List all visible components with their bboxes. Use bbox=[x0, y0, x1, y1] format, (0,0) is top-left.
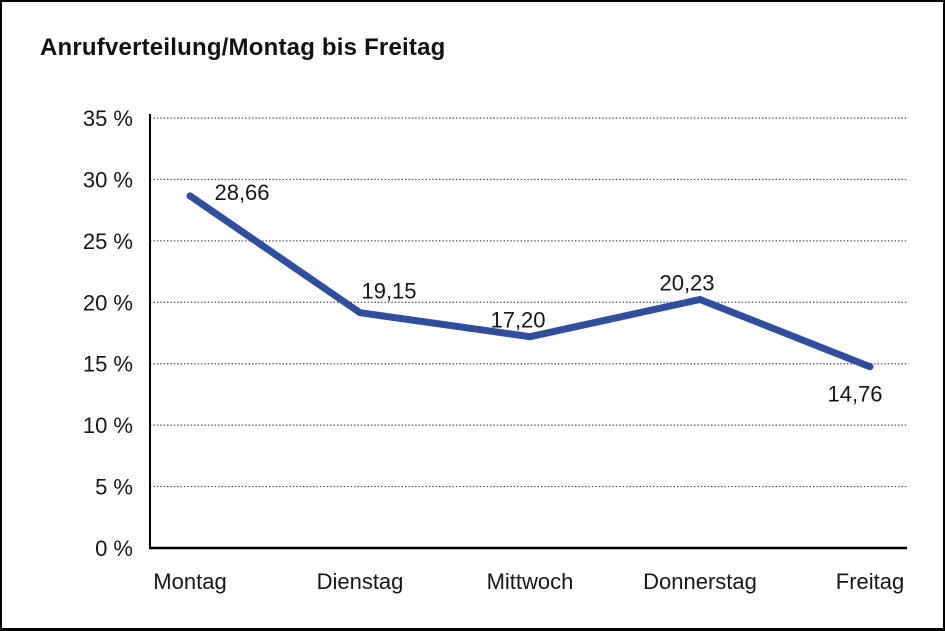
series-anrufverteilung bbox=[186, 192, 874, 371]
series-line bbox=[186, 192, 874, 371]
y-tick-label-10: 10 % bbox=[83, 413, 133, 438]
y-tick-label-20: 20 % bbox=[83, 290, 133, 315]
data-point-label-dienstag: 19,15 bbox=[361, 279, 416, 304]
data-point-label-montag: 28,66 bbox=[214, 180, 269, 205]
axes bbox=[149, 114, 907, 550]
data-point-label-donnerstag: 20,23 bbox=[659, 270, 714, 295]
x-category-label-montag: Montag bbox=[153, 569, 226, 594]
x-category-label-mittwoch: Mittwoch bbox=[487, 569, 574, 594]
data-point-label-mittwoch: 17,20 bbox=[490, 308, 545, 333]
y-tick-label-25: 25 % bbox=[83, 229, 133, 254]
gridlines bbox=[150, 117, 907, 488]
y-tick-label-35: 35 % bbox=[83, 106, 133, 131]
y-axis-tick-labels: 0 % 5 % 10 % 15 % 20 % 25 % 30 % 35 % bbox=[83, 106, 133, 561]
x-axis-category-labels: Montag Dienstag Mittwoch Donnerstag Freitag bbox=[153, 569, 904, 594]
data-point-label-freitag: 14,76 bbox=[827, 382, 882, 407]
y-tick-label-30: 30 % bbox=[83, 167, 133, 192]
chart-title: Anrufverteilung/Montag bis Freitag bbox=[40, 34, 446, 61]
y-tick-label-5: 5 % bbox=[95, 475, 133, 500]
x-category-label-dienstag: Dienstag bbox=[317, 569, 404, 594]
x-category-label-donnerstag: Donnerstag bbox=[643, 569, 757, 594]
y-tick-label-15: 15 % bbox=[83, 352, 133, 377]
x-category-label-freitag: Freitag bbox=[836, 569, 904, 594]
value-labels: 28,66 19,15 17,20 20,23 14,76 bbox=[214, 180, 882, 407]
y-tick-label-0: 0 % bbox=[95, 536, 133, 561]
